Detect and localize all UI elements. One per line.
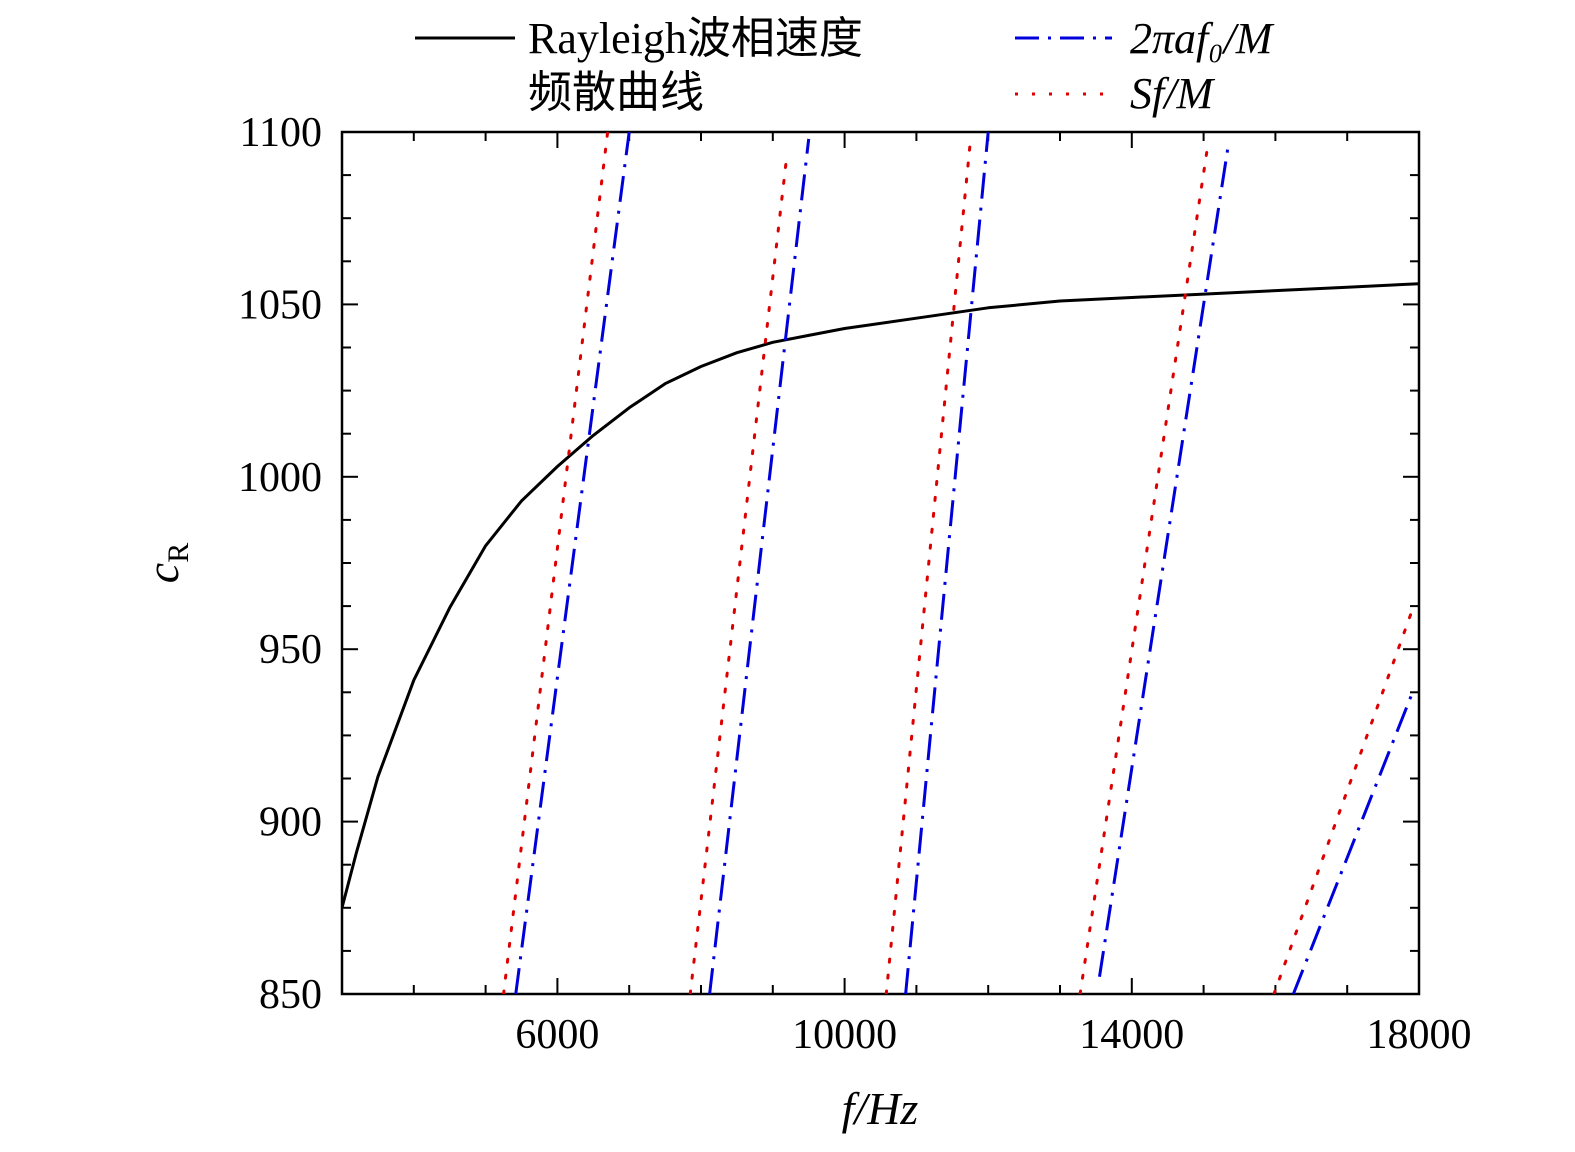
y-tick-label: 850	[259, 972, 322, 1018]
x-tick-label: 18000	[1367, 1012, 1472, 1058]
y-axis-label-sub: R	[162, 543, 195, 563]
legend-label-omega: 2πaf₀/M	[1130, 14, 1275, 63]
sf-line-1	[688, 151, 789, 994]
axis-tick-labels: 6000 10000 14000 18000 850 900 950 1000 1050 1100	[238, 110, 1472, 1058]
omega-line-1	[708, 138, 811, 994]
sf-line-2	[884, 140, 972, 994]
legend: Rayleigh波相速度 频散曲线 2πaf₀/M Sf/M	[415, 14, 1275, 118]
legend-label-rayleigh-line2: 频散曲线	[528, 68, 704, 117]
svg-text:cR: cR	[137, 543, 195, 583]
plot-frame	[340, 130, 1421, 996]
x-tick-label: 14000	[1079, 1012, 1184, 1058]
legend-label-rayleigh-line1: Rayleigh波相速度	[528, 14, 863, 63]
x-tick-label: 6000	[515, 1012, 599, 1058]
y-tick-label: 1100	[240, 110, 322, 156]
legend-label-sf: Sf/M	[1130, 69, 1215, 118]
x-tick-label: 10000	[792, 1012, 897, 1058]
y-axis-label: cR	[137, 543, 195, 583]
sf-line-3	[1078, 147, 1209, 994]
y-axis-label-main: c	[137, 563, 188, 583]
y-tick-label: 950	[259, 627, 322, 673]
axis-ticks	[341, 131, 1420, 995]
series-layer	[342, 132, 1419, 994]
x-axis-label: f/Hz	[842, 1083, 919, 1134]
y-tick-label: 900	[259, 800, 322, 846]
rayleigh-dispersion-line	[342, 282, 1419, 909]
y-tick-label: 1000	[238, 455, 322, 501]
sf-line-4	[1272, 609, 1414, 994]
omega-line-0	[514, 132, 631, 994]
omega-line-3	[1098, 142, 1231, 977]
omega-line-2	[904, 132, 990, 994]
series-2	[502, 132, 1414, 994]
series-1	[514, 132, 1415, 994]
sf-line-0	[502, 132, 610, 994]
omega-line-4	[1291, 690, 1415, 994]
y-tick-label: 1050	[238, 282, 322, 328]
series-0	[342, 282, 1419, 909]
